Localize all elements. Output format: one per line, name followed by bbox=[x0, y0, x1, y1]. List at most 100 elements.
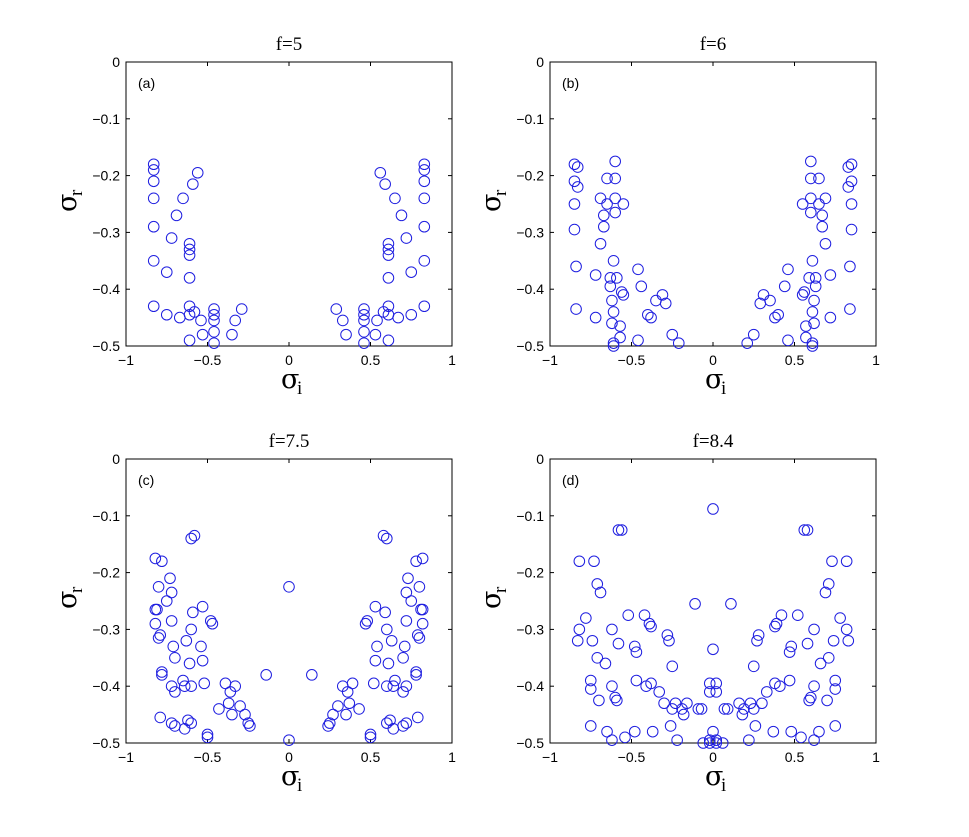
panel-c-ytick-label: −0.2 bbox=[92, 565, 120, 581]
panel-a-point bbox=[208, 337, 220, 349]
panel-c-point bbox=[402, 572, 414, 585]
panel-b-point bbox=[772, 308, 785, 321]
panel-c-point bbox=[400, 717, 413, 729]
panel-b-point bbox=[796, 289, 809, 301]
panel-c-point bbox=[416, 603, 429, 616]
panel-a-point bbox=[400, 232, 413, 244]
panel-b-point bbox=[816, 220, 829, 233]
panel-c-point bbox=[381, 717, 393, 729]
panel-c-point bbox=[322, 720, 334, 732]
panel-a-point bbox=[147, 158, 160, 171]
panel-c-point bbox=[387, 680, 400, 693]
panel-c-point bbox=[201, 728, 214, 741]
panel-c-point bbox=[411, 629, 424, 641]
panel-b-point bbox=[842, 161, 855, 173]
panel-a-point bbox=[173, 311, 186, 324]
panel-b-point bbox=[805, 192, 817, 205]
panel-d-point bbox=[769, 620, 781, 633]
panel-a-point bbox=[330, 303, 343, 315]
panel-d-point bbox=[580, 612, 592, 624]
panel-d-point bbox=[646, 725, 659, 738]
panel-c-point bbox=[165, 615, 178, 627]
panel-b-point bbox=[844, 260, 856, 273]
panel-a-point bbox=[382, 334, 395, 347]
panel-c-point bbox=[165, 680, 178, 693]
panel-d-ytick-label: −0.3 bbox=[516, 621, 544, 637]
panel-a-point bbox=[418, 192, 431, 205]
panel-d-ytick-label: −0.2 bbox=[516, 565, 544, 581]
panel-c-point bbox=[167, 640, 180, 653]
panel-b-point bbox=[568, 198, 581, 210]
panel-c-point bbox=[169, 686, 181, 698]
panel-b-point bbox=[845, 158, 858, 171]
panel-c-label: (c) bbox=[138, 472, 154, 488]
panel-c-point bbox=[156, 666, 168, 678]
panel-c-point bbox=[206, 617, 219, 630]
panel-d-point bbox=[663, 634, 675, 647]
panel-b-point bbox=[803, 272, 815, 284]
panel-c-point bbox=[213, 703, 225, 715]
panel-d-point bbox=[612, 637, 625, 650]
panel-c-point bbox=[152, 632, 165, 644]
panel-b-point bbox=[609, 172, 622, 185]
panel-c-point bbox=[195, 640, 207, 653]
panel-d-point bbox=[584, 683, 597, 695]
panel-b-point bbox=[604, 280, 617, 293]
panel-b-title: f=6 bbox=[700, 34, 727, 55]
panel-b-point bbox=[805, 155, 817, 168]
panel-d-xlabel-sub: i bbox=[721, 775, 726, 796]
panel-d-point bbox=[775, 609, 788, 622]
panel-b-xtick-label: 0 bbox=[709, 352, 717, 368]
panel-c-point bbox=[413, 632, 426, 644]
panel-b-point bbox=[607, 337, 620, 349]
panel-a-point bbox=[196, 328, 209, 341]
panel-a-xtick-label: 1 bbox=[448, 352, 456, 368]
panel-c-point bbox=[381, 623, 393, 636]
panel-c-point bbox=[156, 669, 168, 681]
panel-b: f=6(b)−1 −0.5 0 0.5 10−0.1−0.2−0.3−0.4−0.5σi… bbox=[476, 34, 880, 399]
panel-b-xtick-label: −1 bbox=[542, 352, 558, 368]
panel-c-point bbox=[244, 720, 256, 732]
panel-a-xtick-label: −0.5 bbox=[194, 352, 222, 368]
panel-b-point bbox=[597, 209, 610, 222]
panel-c-point bbox=[306, 669, 318, 681]
panel-b-point bbox=[769, 311, 781, 324]
panel-a-point bbox=[358, 314, 370, 327]
panel-d-point bbox=[630, 646, 643, 658]
panel-c-point bbox=[185, 680, 197, 693]
panel-b-xtick-label: 0.5 bbox=[785, 352, 805, 368]
panel-c-point bbox=[410, 555, 422, 568]
panel-d-point bbox=[703, 686, 716, 698]
panel-a-point bbox=[208, 303, 220, 315]
panel-a-point bbox=[340, 328, 352, 341]
panel-d-xtick-label: −1 bbox=[542, 749, 558, 765]
panel-b-point bbox=[824, 311, 837, 324]
panel-a-point bbox=[147, 300, 160, 313]
panel-a-point bbox=[358, 337, 370, 349]
panel-d-point bbox=[808, 734, 820, 746]
panel-d-title: f=8.4 bbox=[693, 431, 734, 452]
panel-b-ylabel: σ bbox=[476, 194, 507, 212]
panel-d-point bbox=[606, 680, 618, 693]
panel-b-ytick-label: −0.5 bbox=[516, 338, 544, 354]
panel-d-point bbox=[594, 586, 607, 599]
panel-b-xtick-label: 1 bbox=[872, 352, 880, 368]
panel-b-point bbox=[604, 272, 617, 284]
panel-a-xtick-label: 0.5 bbox=[361, 352, 381, 368]
panel-b-point bbox=[650, 294, 662, 307]
panel-b-point bbox=[617, 289, 630, 301]
panel-d-point bbox=[707, 725, 719, 738]
panel-d: f=8.4(d)−1 −0.5 0 0.5 10−0.1−0.2−0.3−0.4−0.5… bbox=[476, 431, 880, 796]
panel-d-point bbox=[803, 694, 815, 707]
panel-d-point bbox=[601, 725, 613, 738]
panel-d-point bbox=[692, 703, 705, 715]
panel-b-point bbox=[589, 269, 602, 281]
panel-d-point bbox=[770, 617, 783, 630]
panel-a-point bbox=[170, 209, 183, 222]
panel-a-point bbox=[160, 308, 173, 321]
panel-b-point bbox=[819, 192, 832, 205]
panel-a-point bbox=[418, 300, 431, 313]
panel-c-point bbox=[400, 680, 413, 693]
panel-c-point bbox=[410, 669, 422, 681]
